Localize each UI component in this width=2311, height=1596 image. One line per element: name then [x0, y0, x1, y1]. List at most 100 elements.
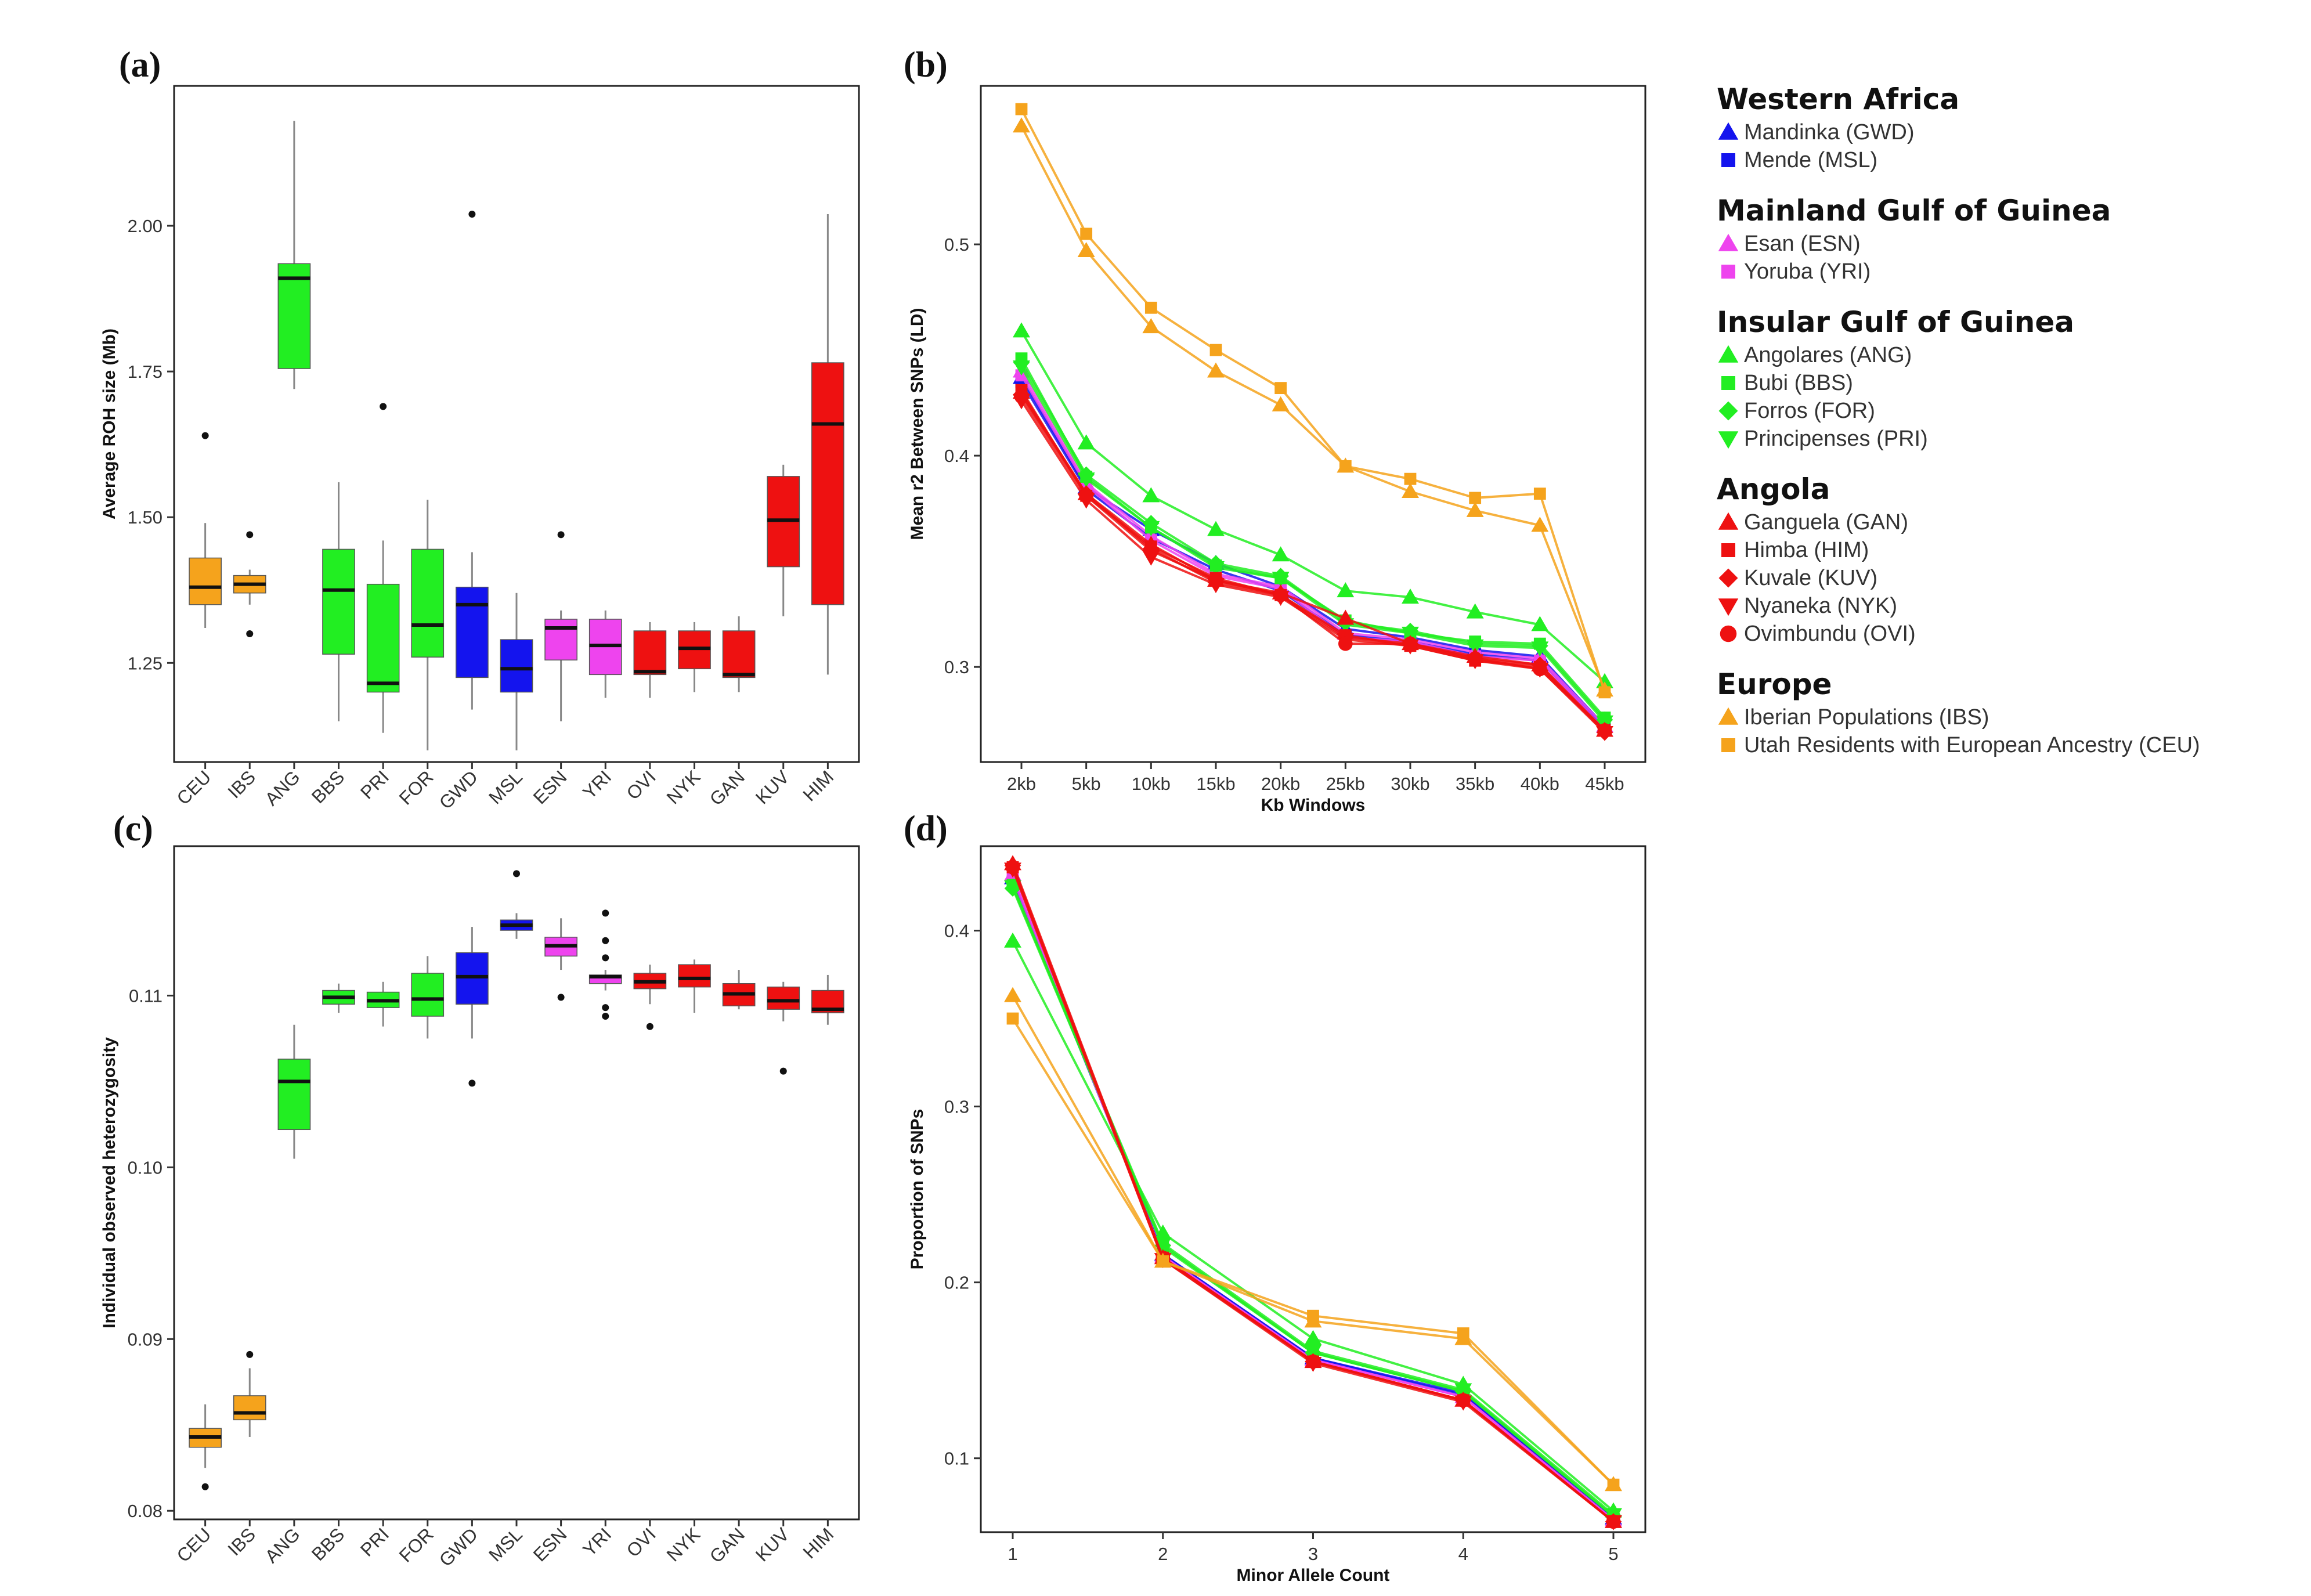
x-tick-label: FOR	[395, 1523, 437, 1566]
box-PRI	[366, 981, 400, 1027]
data-point	[1144, 301, 1157, 314]
data-point	[1014, 389, 1029, 404]
data-point	[1338, 636, 1353, 651]
data-point	[1015, 103, 1028, 115]
panel-d: (d) 0.1 0.2 0.3 0.4 Proportion of SNPs 1 2 3 4 5 Mi…	[904, 809, 1646, 1585]
y-tick-label: 1.75	[128, 362, 163, 382]
data-point	[1606, 1514, 1621, 1529]
x-tick-label: ANG	[261, 1523, 304, 1566]
legend-marker	[1718, 707, 1739, 725]
y-tick-label: 0.3	[944, 1097, 969, 1117]
box-HIM	[811, 974, 844, 1025]
data-point	[1469, 492, 1482, 504]
box-iqr	[811, 362, 844, 605]
legend-marker	[1718, 568, 1738, 588]
box-iqr	[767, 986, 800, 1010]
x-tick-label: YRI	[579, 1523, 615, 1560]
series-line	[1020, 362, 1606, 721]
x-tick-label: HIM	[799, 1523, 837, 1562]
box-YRI	[588, 909, 622, 1020]
outlier-point	[602, 909, 609, 917]
outlier-point	[779, 1067, 787, 1075]
box-GWD	[456, 927, 489, 1087]
legend-marker	[1721, 265, 1735, 279]
x-tick-label: 4	[1458, 1544, 1468, 1564]
data-point	[1142, 521, 1160, 536]
box-iqr	[233, 1395, 266, 1421]
box-iqr	[366, 583, 400, 693]
outlier-point	[380, 403, 387, 410]
y-tick-label: 0.1	[944, 1449, 969, 1469]
series-angolares-ang-	[1013, 322, 1613, 688]
data-point	[1468, 651, 1483, 666]
y-tick-label: 0.3	[944, 657, 969, 677]
legend-marker	[1718, 512, 1739, 530]
x-axis-title: Minor Allele Count	[1237, 1566, 1390, 1585]
box-OVI	[633, 965, 667, 1030]
box-IBS	[233, 1351, 266, 1437]
x-tick-label: PRI	[356, 1523, 393, 1560]
legend-marker	[1718, 233, 1739, 251]
data-point	[1533, 488, 1546, 500]
data-point	[1403, 636, 1418, 651]
y-tick-label: 0.4	[944, 446, 969, 466]
x-tick-label: 40kb	[1521, 774, 1559, 794]
data-point	[1337, 582, 1355, 598]
data-point	[1402, 588, 1419, 604]
legend-marker	[1718, 345, 1739, 363]
data-point	[1466, 603, 1484, 619]
data-point	[1079, 488, 1094, 503]
x-tick-label: PRI	[356, 766, 393, 803]
box-ANG	[277, 121, 311, 389]
legend-item-label: Forros (FOR)	[1744, 399, 1875, 423]
legend-group-title: Europe	[1717, 667, 1832, 701]
series-ovimbundu-ovi-	[1014, 389, 1612, 738]
panel-label-d: (d)	[904, 809, 948, 848]
box-iqr	[189, 557, 222, 605]
legend-item-label: Principenses (PRI)	[1744, 427, 1928, 451]
panel-b: (b) 0.3 0.4 0.5 Mean r2 Between SNPs (LD) 2kb…	[904, 45, 1646, 815]
series-line	[1020, 109, 1606, 693]
outlier-point	[246, 630, 254, 638]
y-tick-label: 2.00	[128, 216, 163, 236]
box-YRI	[588, 610, 622, 698]
box-CEU	[189, 1404, 222, 1490]
x-tick-label: GWD	[435, 766, 482, 813]
x-tick-label: 35kb	[1456, 774, 1494, 794]
outlier-point	[246, 531, 254, 539]
data-point	[1004, 932, 1021, 948]
outlier-point	[557, 994, 565, 1001]
outlier-point	[602, 954, 609, 962]
y-tick-label: 1.50	[128, 507, 163, 528]
y-axis-title: Individual observed heterozygosity	[100, 1037, 119, 1328]
x-tick-label: MSL	[485, 766, 526, 808]
y-axis-title: Mean r2 Between SNPs (LD)	[908, 308, 927, 540]
box-ESN	[544, 918, 577, 1001]
data-point	[1207, 521, 1225, 536]
series-line	[1020, 393, 1606, 734]
data-point	[1456, 1393, 1471, 1408]
data-point	[1209, 344, 1222, 356]
x-tick-label: ANG	[261, 766, 304, 809]
box-GAN	[722, 970, 756, 1010]
outlier-point	[201, 432, 209, 439]
x-tick-label: IBS	[223, 1523, 259, 1559]
series-ovimbundu-ovi-	[1005, 860, 1621, 1529]
data-point	[1208, 573, 1223, 588]
data-point	[1466, 501, 1484, 517]
data-point	[1596, 673, 1613, 688]
box-KUV	[767, 464, 800, 616]
data-point	[1532, 662, 1547, 677]
data-point	[1005, 860, 1020, 875]
legend-item-label: Bubi (BBS)	[1744, 371, 1853, 395]
series-utah-residents-with-european-ancestry-ceu-	[1006, 1012, 1620, 1491]
data-point	[1207, 561, 1225, 577]
x-tick-label: BBS	[308, 766, 349, 807]
x-tick-label: 3	[1308, 1544, 1318, 1564]
data-point	[1304, 1344, 1322, 1360]
legend-item-label: Utah Residents with European Ancestry (C…	[1744, 733, 2200, 757]
data-point	[1304, 1330, 1322, 1345]
series-line	[1020, 125, 1606, 691]
legend-item-label: Yoruba (YRI)	[1744, 259, 1871, 284]
x-tick-label: NYK	[662, 1523, 704, 1565]
